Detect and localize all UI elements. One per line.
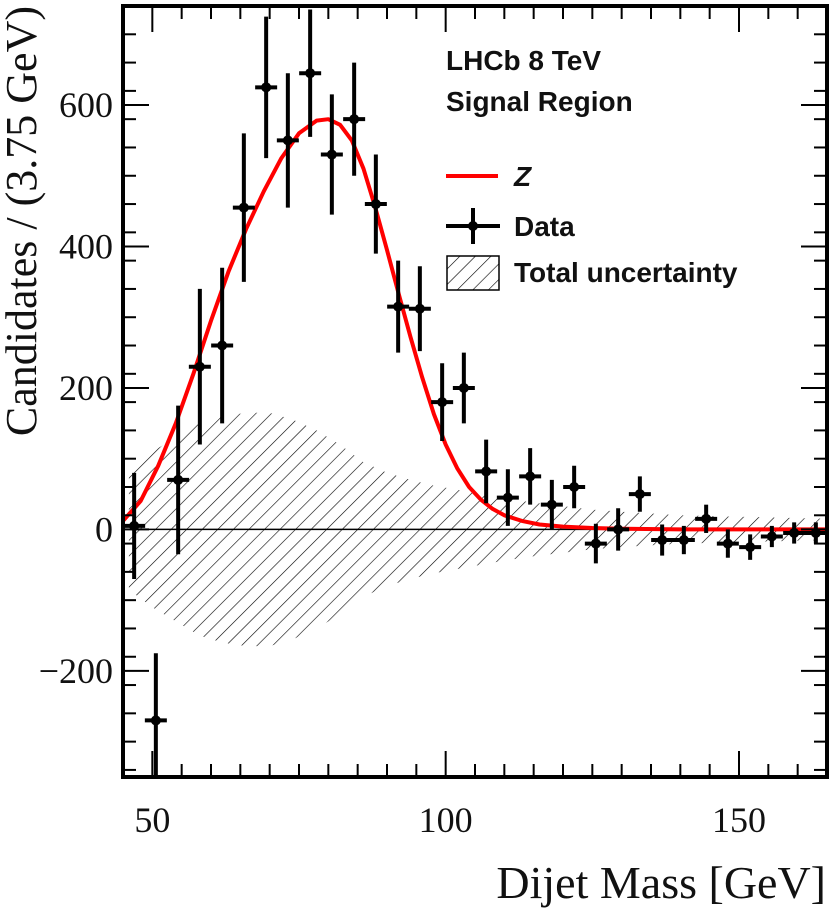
data-point bbox=[232, 133, 255, 282]
data-point bbox=[387, 260, 410, 353]
experiment-label: LHCb 8 TeV bbox=[446, 45, 601, 76]
y-tick-label: 400 bbox=[59, 226, 113, 266]
legend-data-label: Data bbox=[514, 211, 575, 242]
data-point bbox=[320, 94, 343, 215]
y-axis-title: Candidates / (3.75 GeV) bbox=[0, 6, 46, 436]
data-point bbox=[760, 525, 783, 548]
y-tick-label: 0 bbox=[95, 509, 113, 549]
data-point bbox=[255, 16, 278, 159]
legend-z-label: Z bbox=[513, 161, 532, 192]
y-tick-label: 600 bbox=[59, 85, 113, 125]
legend-uncertainty-swatch bbox=[446, 255, 500, 291]
data-point bbox=[276, 73, 299, 208]
x-axis-title: Dijet Mass [GeV] bbox=[496, 857, 826, 908]
data-point bbox=[496, 469, 519, 526]
legend-data-swatch bbox=[446, 208, 500, 244]
data-point bbox=[695, 504, 718, 533]
region-label: Signal Region bbox=[446, 86, 633, 117]
plot-frame bbox=[121, 4, 829, 779]
data-point bbox=[188, 288, 211, 445]
legend: Z Data Total uncertainty bbox=[446, 161, 738, 291]
z-fit-curve bbox=[123, 117, 827, 532]
axis-ticks: 50 100 150 −200 0 200 400 600 bbox=[39, 5, 828, 840]
data-points-layer bbox=[123, 9, 827, 777]
data-point bbox=[299, 9, 322, 137]
data-point bbox=[364, 154, 387, 254]
legend-uncertainty-label: Total uncertainty bbox=[514, 257, 738, 288]
data-point bbox=[651, 524, 674, 556]
x-tick-label: 150 bbox=[712, 800, 766, 840]
x-tick-label: 100 bbox=[419, 800, 473, 840]
data-point bbox=[475, 439, 498, 504]
data-point bbox=[123, 472, 146, 579]
y-tick-label: −200 bbox=[39, 651, 113, 691]
data-point bbox=[431, 363, 454, 442]
data-point bbox=[408, 266, 431, 352]
data-point bbox=[739, 534, 762, 560]
data-point bbox=[584, 523, 607, 564]
data-point bbox=[144, 653, 167, 777]
data-point bbox=[540, 479, 563, 530]
data-point bbox=[452, 352, 475, 424]
data-point bbox=[211, 267, 234, 424]
data-point bbox=[716, 529, 739, 558]
data-point bbox=[343, 62, 366, 176]
data-point bbox=[607, 508, 630, 551]
data-point bbox=[628, 476, 651, 512]
x-tick-label: 50 bbox=[134, 800, 170, 840]
data-point bbox=[167, 405, 190, 555]
data-point bbox=[804, 522, 827, 544]
data-point bbox=[563, 465, 586, 509]
data-point bbox=[519, 448, 542, 505]
z-curve-layer bbox=[123, 117, 827, 532]
data-point bbox=[783, 522, 806, 544]
y-tick-label: 200 bbox=[59, 368, 113, 408]
data-point bbox=[672, 525, 695, 555]
